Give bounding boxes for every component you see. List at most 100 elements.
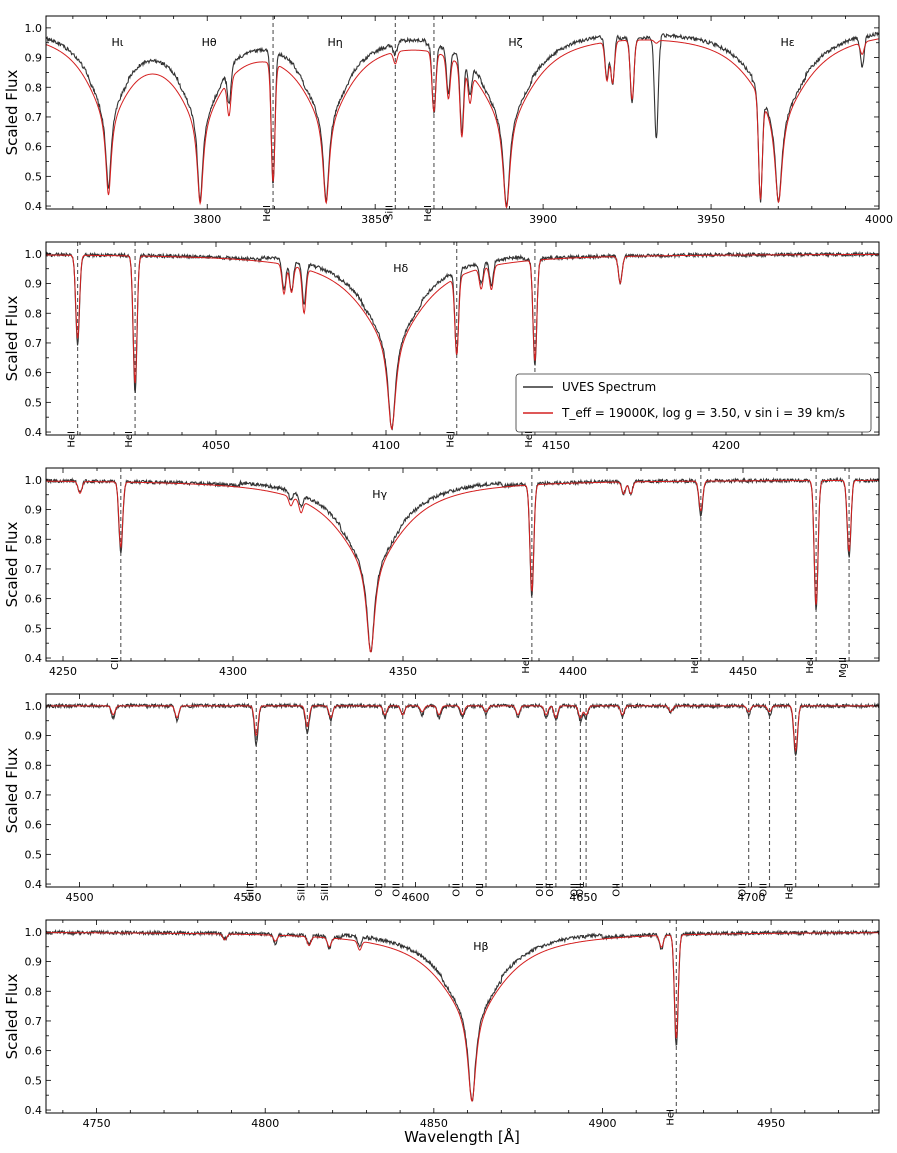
balmer-label: Hη	[328, 36, 343, 49]
line-label: HeI	[665, 1109, 676, 1126]
x-tick-label: 4050	[202, 439, 230, 452]
y-tick-label: 0.9	[25, 52, 43, 65]
x-tick-label: 4500	[66, 891, 94, 904]
line-label: MgII	[838, 657, 849, 678]
line-label: HeI	[524, 431, 535, 448]
y-tick-label: 0.5	[25, 848, 43, 861]
y-tick-label: 0.6	[25, 1045, 43, 1058]
y-tick-label: 0.7	[25, 1015, 43, 1028]
y-tick-label: 0.9	[25, 730, 43, 743]
y-tick-label: 0.4	[25, 878, 43, 891]
line-label: HeI	[785, 883, 796, 900]
y-tick-label: 0.9	[25, 278, 43, 291]
series-model	[46, 932, 879, 1103]
line-label: HeI	[690, 657, 701, 674]
y-tick-label: 0.6	[25, 593, 43, 606]
y-tick-label: 0.7	[25, 337, 43, 350]
y-tick-label: 0.6	[25, 367, 43, 380]
line-label: HeI	[805, 657, 816, 674]
x-tick-label: 4250	[49, 665, 77, 678]
legend-label-observed: UVES Spectrum	[562, 380, 656, 394]
y-axis-label: Scaled Flux	[3, 521, 21, 607]
y-tick-label: 0.8	[25, 81, 43, 94]
curves	[46, 476, 879, 653]
axes-frame	[45, 15, 880, 210]
y-tick-label: 0.7	[25, 563, 43, 576]
legend-box	[515, 373, 872, 433]
balmer-label: Hθ	[202, 36, 217, 49]
x-tick-label: 4650	[569, 891, 597, 904]
y-tick-label: 0.7	[25, 789, 43, 802]
panel-5: 0.4 0.5 0.6 0.7 0.8 0.9 1.0 4750 4800 4850 4900 495…	[3, 919, 880, 1130]
line-label: HeI	[124, 431, 135, 448]
x-tick-label: 4000	[865, 213, 893, 226]
x-tick-label: 3850	[361, 213, 389, 226]
line-label: OII	[374, 883, 385, 897]
y-tick-label: 0.8	[25, 533, 43, 546]
line-label: SiIII	[296, 883, 307, 901]
x-tick-label: 4750	[83, 1117, 111, 1130]
x-tick-label: 4950	[757, 1117, 785, 1130]
y-tick-label: 0.5	[25, 396, 43, 409]
y-tick-label: 0.6	[25, 141, 43, 154]
series-model	[46, 253, 879, 431]
balmer-label: Hι	[111, 36, 123, 49]
x-tick-label: 3950	[697, 213, 725, 226]
curves	[46, 250, 879, 431]
y-tick-label: 0.7	[25, 111, 43, 124]
y-tick-label: 1.0	[25, 248, 43, 261]
axes-frame	[45, 693, 880, 888]
line-label: OII	[475, 883, 486, 897]
x-tick-label: 4450	[729, 665, 757, 678]
line-label: SiIII	[245, 883, 256, 901]
x-tick-label: 4100	[372, 439, 400, 452]
x-tick-label: 4800	[251, 1117, 279, 1130]
line-label: OII	[569, 883, 580, 897]
panel-1: 0.4 0.5 0.6 0.7 0.8 0.9 1.0 3800 3850 3900 3950 400…	[3, 15, 893, 226]
y-tick-label: 1.0	[25, 926, 43, 939]
x-tick-label: 4400	[559, 665, 587, 678]
curves	[46, 702, 879, 757]
y-axis-label: Scaled Flux	[3, 747, 21, 833]
y-axis-label: Scaled Flux	[3, 295, 21, 381]
y-tick-label: 0.8	[25, 307, 43, 320]
y-tick-label: 1.0	[25, 474, 43, 487]
y-tick-label: 1.0	[25, 700, 43, 713]
balmer-label: Hγ	[372, 488, 387, 501]
line-label: OII	[392, 883, 403, 897]
y-tick-label: 0.4	[25, 200, 43, 213]
y-tick-label: 0.5	[25, 170, 43, 183]
series-model	[46, 479, 879, 653]
x-axis-label: Wavelength [Å]	[404, 1127, 520, 1146]
x-tick-label: 4200	[712, 439, 740, 452]
line-label: CII	[110, 657, 121, 670]
balmer-label: Hε	[780, 36, 794, 49]
y-tick-label: 0.8	[25, 759, 43, 772]
line-label: OII	[611, 883, 622, 897]
series-model	[46, 38, 879, 209]
line-label: OII	[759, 883, 770, 897]
line-label: SiII	[384, 205, 395, 220]
x-tick-label: 3800	[193, 213, 221, 226]
line-label: SiIII	[320, 883, 331, 901]
line-label: OII	[575, 883, 586, 897]
balmer-label: Hδ	[393, 262, 408, 275]
series-model	[46, 705, 879, 753]
curves	[46, 31, 879, 209]
y-axis-label: Scaled Flux	[3, 69, 21, 155]
line-label: HeI	[423, 205, 434, 222]
series-observed	[46, 250, 879, 431]
y-tick-label: 0.4	[25, 652, 43, 665]
x-tick-label: 4150	[542, 439, 570, 452]
x-tick-label: 4550	[234, 891, 262, 904]
legend: UVES Spectrum T_eff = 19000K, log g = 3.…	[515, 373, 872, 433]
line-label: HeI	[446, 431, 457, 448]
x-tick-label: 4900	[588, 1117, 616, 1130]
line-label: OII	[738, 883, 749, 897]
line-label: OII	[545, 883, 556, 897]
panels: 0.4 0.5 0.6 0.7 0.8 0.9 1.0 3800 3850 3900 3950 400…	[3, 15, 893, 1130]
y-tick-label: 0.4	[25, 1104, 43, 1117]
legend-label-model: T_eff = 19000K, log g = 3.50, v sin i = …	[561, 406, 845, 420]
